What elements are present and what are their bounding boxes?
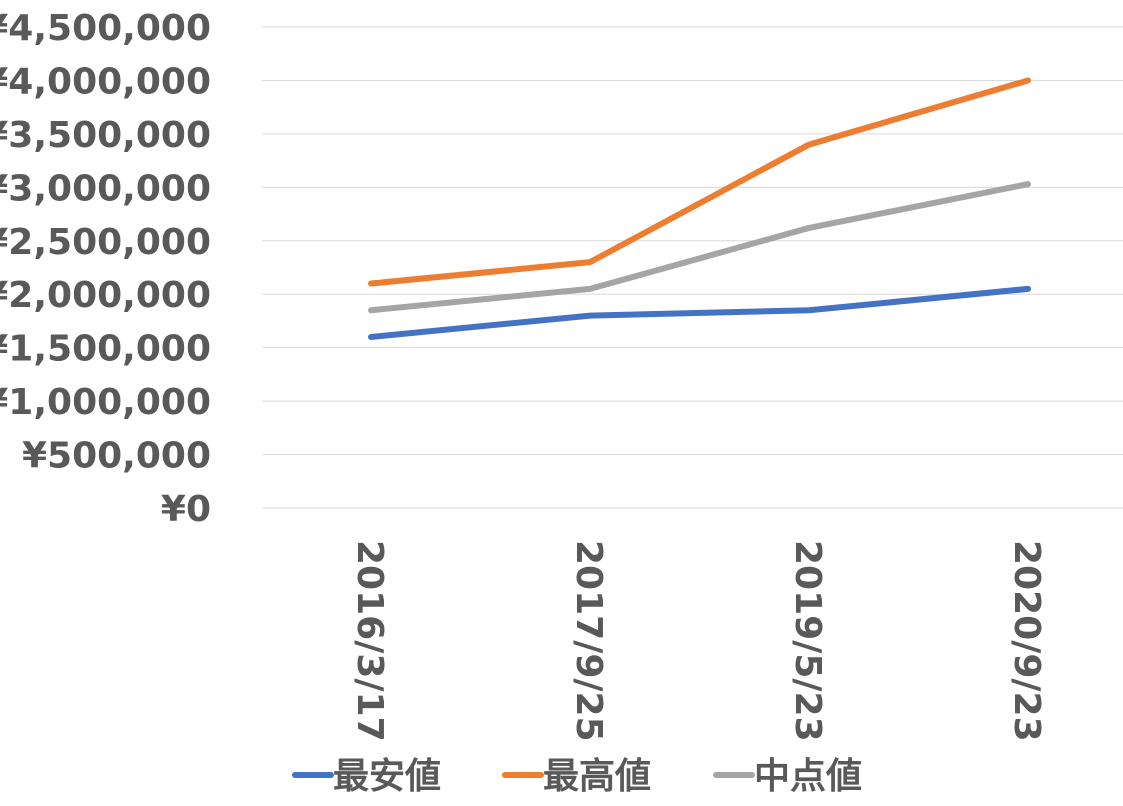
y-tick-label: ¥4,500,000: [0, 8, 211, 49]
legend-label: 最高値: [543, 756, 651, 797]
legend: 最安値 最高値 中点値: [292, 756, 862, 797]
y-tick-label: ¥2,000,000: [0, 275, 211, 316]
x-tick-label: 2016/3/17: [349, 540, 390, 742]
gridlines: [262, 26, 1123, 509]
series-line: [368, 77, 1031, 287]
x-axis: 2016/3/17 2017/9/25 2019/5/23 2020/9/23: [349, 540, 1047, 742]
legend-label: 中点値: [754, 756, 862, 797]
y-tick-label: ¥3,500,000: [0, 115, 211, 156]
series-lines: [368, 77, 1031, 340]
series-line: [368, 285, 1031, 340]
legend-label: 最安値: [333, 756, 441, 797]
x-tick-label: 2017/9/25: [568, 540, 609, 742]
y-tick-label: ¥0: [161, 489, 211, 530]
y-tick-label: ¥3,000,000: [0, 168, 211, 209]
y-tick-label: ¥4,000,000: [0, 61, 211, 102]
x-tick-label: 2020/9/23: [1006, 540, 1047, 742]
y-tick-label: ¥2,500,000: [0, 222, 211, 263]
y-axis: ¥0 ¥500,000 ¥1,000,000 ¥1,500,000 ¥2,000,000…: [0, 8, 211, 530]
x-tick-label: 2019/5/23: [787, 540, 828, 742]
y-tick-label: ¥1,500,000: [0, 329, 211, 370]
y-tick-label: ¥500,000: [22, 436, 211, 477]
y-tick-label: ¥1,000,000: [0, 382, 211, 423]
series-line: [368, 181, 1031, 314]
